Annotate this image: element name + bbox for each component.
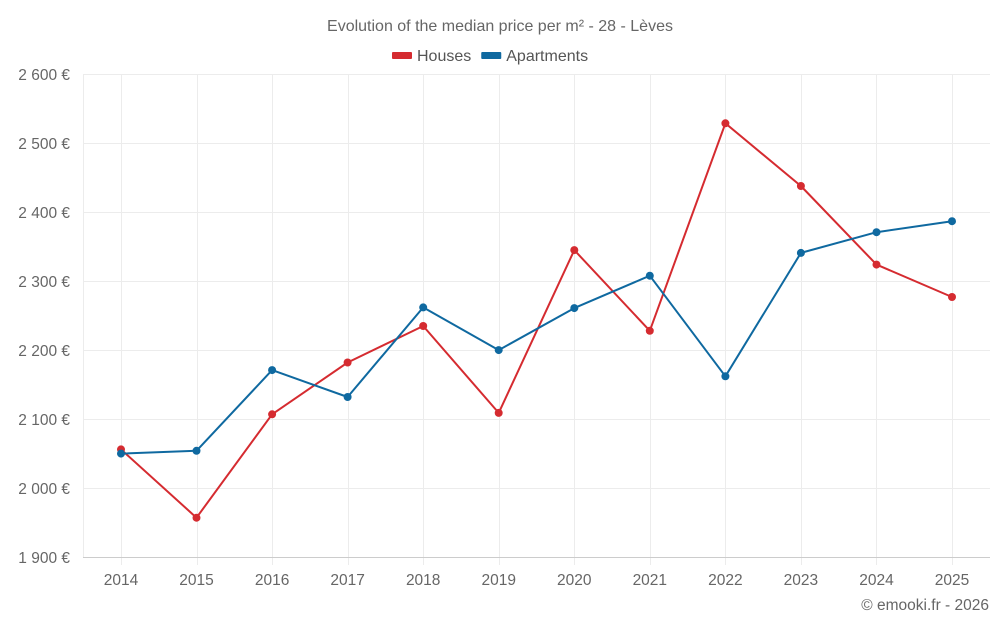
x-tick-label: 2021 bbox=[633, 572, 667, 589]
legend-label: Apartments bbox=[506, 48, 588, 65]
data-point-apartments-2015[interactable] bbox=[192, 446, 201, 455]
data-point-houses-2016[interactable] bbox=[268, 410, 277, 419]
legend-label: Houses bbox=[417, 48, 471, 65]
data-point-apartments-2017[interactable] bbox=[343, 393, 352, 401]
data-point-apartments-2025[interactable] bbox=[948, 217, 956, 226]
legend-item-houses[interactable]: Houses bbox=[392, 48, 471, 65]
x-tick-label: 2014 bbox=[104, 572, 139, 589]
series-line-apartments bbox=[120, 220, 953, 455]
x-tick-label: 2020 bbox=[557, 572, 592, 589]
x-tick-label: 2015 bbox=[179, 572, 213, 589]
x-tick-label: 2024 bbox=[859, 572, 894, 589]
x-tick-label: 2022 bbox=[708, 572, 742, 589]
data-point-apartments-2020[interactable] bbox=[570, 304, 579, 313]
data-point-houses-2017[interactable] bbox=[343, 358, 352, 367]
y-tick-label: 2 100 € bbox=[18, 412, 70, 429]
legend: Houses Apartments bbox=[392, 48, 588, 65]
data-point-houses-2018[interactable] bbox=[419, 322, 428, 330]
x-tick-label: 2023 bbox=[784, 572, 818, 589]
data-point-apartments-2021[interactable] bbox=[645, 271, 654, 280]
y-tick-label: 2 200 € bbox=[18, 343, 70, 360]
x-tick-label: 2025 bbox=[935, 572, 969, 589]
y-tick-label: 2 600 € bbox=[18, 67, 70, 84]
chart-title: Evolution of the median price per m² - 2… bbox=[327, 18, 673, 35]
credit-text: © emooki.fr - 2026 bbox=[861, 597, 989, 614]
data-point-houses-2019[interactable] bbox=[494, 408, 503, 417]
series-apartments bbox=[117, 217, 956, 458]
series-group bbox=[117, 119, 956, 522]
y-tick-label: 2 300 € bbox=[18, 274, 70, 291]
data-point-houses-2022[interactable] bbox=[721, 119, 730, 128]
x-axis-ticks: 2014 2015 2016 2017 2018 2019 2020 2021 2022 2023… bbox=[104, 572, 969, 589]
data-point-apartments-2024[interactable] bbox=[872, 228, 881, 237]
data-point-houses-2020[interactable] bbox=[570, 246, 579, 255]
series-houses bbox=[117, 119, 956, 522]
data-point-houses-2024[interactable] bbox=[872, 260, 881, 269]
data-point-apartments-2019[interactable] bbox=[494, 346, 503, 355]
data-point-apartments-2016[interactable] bbox=[268, 366, 277, 375]
y-gridlines bbox=[83, 74, 990, 557]
y-tick-label: 2 500 € bbox=[18, 136, 70, 153]
y-axis-ticks: 1 900 € 2 000 € 2 100 € 2 200 € 2 300 € 2 400… bbox=[18, 67, 70, 567]
y-tick-label: 2 000 € bbox=[18, 481, 70, 498]
legend-item-apartments[interactable]: Apartments bbox=[481, 48, 588, 65]
data-point-apartments-2014[interactable] bbox=[117, 449, 125, 458]
data-point-houses-2015[interactable] bbox=[192, 513, 201, 522]
series-line-houses bbox=[120, 122, 953, 519]
data-point-houses-2025[interactable] bbox=[948, 293, 956, 301]
x-tick-label: 2018 bbox=[406, 572, 440, 589]
data-point-apartments-2018[interactable] bbox=[419, 303, 428, 312]
y-tick-label: 2 400 € bbox=[18, 205, 70, 222]
x-tick-label: 2019 bbox=[481, 572, 515, 589]
x-gridlines bbox=[121, 74, 953, 565]
legend-swatch bbox=[481, 52, 502, 59]
data-point-houses-2023[interactable] bbox=[796, 182, 805, 190]
x-tick-label: 2017 bbox=[330, 572, 364, 589]
y-tick-label: 1 900 € bbox=[18, 550, 70, 567]
data-point-apartments-2022[interactable] bbox=[721, 372, 730, 381]
legend-swatch bbox=[392, 52, 412, 59]
data-point-houses-2021[interactable] bbox=[645, 326, 654, 335]
data-point-apartments-2023[interactable] bbox=[796, 248, 805, 257]
x-tick-label: 2016 bbox=[255, 572, 289, 589]
